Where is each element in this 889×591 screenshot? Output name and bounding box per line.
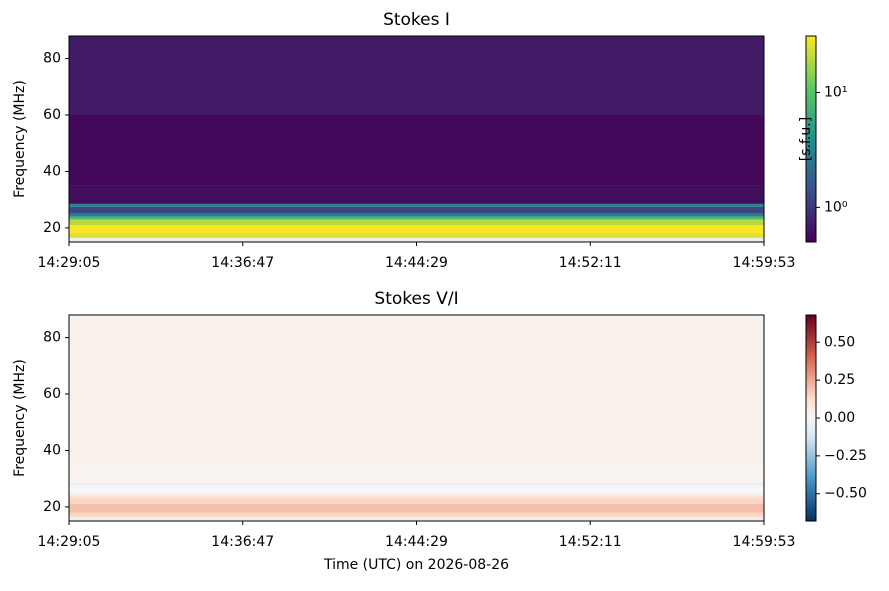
heatmap-band (69, 498, 764, 505)
heatmap-band (69, 237, 764, 242)
heatmap-band (69, 485, 764, 493)
x-tick-label: 14:29:05 (38, 255, 101, 271)
colorbar-tick-label: 10⁰ (824, 199, 848, 215)
colorbar (805, 314, 817, 522)
x-tick-label: 14:52:11 (559, 255, 622, 271)
heatmap-band (69, 512, 764, 517)
heatmap-band (69, 115, 764, 186)
y-tick-label: 20 (43, 499, 61, 515)
y-tick-label: 80 (43, 51, 61, 67)
x-tick-label: 14:59:53 (733, 534, 796, 550)
x-tick-label: 14:29:05 (38, 534, 101, 550)
y-tick-label: 80 (43, 330, 61, 346)
y-tick-label: 40 (43, 442, 61, 458)
heatmap-band (69, 206, 764, 214)
chart-title: Stokes V/I (374, 289, 458, 309)
y-tick-label: 20 (43, 220, 61, 236)
colorbar-label: [s.f.u.] (798, 117, 814, 161)
chart-title: Stokes I (383, 10, 450, 30)
x-tick-label: 14:59:53 (733, 255, 796, 271)
heatmap-band (69, 464, 764, 483)
heatmap-band (69, 492, 764, 496)
colorbar-tick-label: −0.50 (824, 486, 867, 502)
x-tick-label: 14:44:29 (385, 534, 448, 550)
colorbar-tick-label: 0.50 (824, 334, 855, 350)
heatmap-band (69, 225, 764, 234)
y-tick-label: 60 (43, 386, 61, 402)
heatmap-band (69, 213, 764, 217)
colorbar-tick-label: 0.00 (824, 410, 855, 426)
heatmap-band (69, 216, 764, 220)
heatmap-band (69, 233, 764, 238)
colorbar-tick-label: 0.25 (824, 372, 855, 388)
heatmap-band (69, 36, 764, 116)
x-tick-label: 14:36:47 (211, 255, 274, 271)
heatmap-band (69, 394, 764, 465)
heatmap-band (69, 185, 764, 204)
heatmap-band (69, 219, 764, 226)
colorbar (805, 35, 817, 243)
heatmap-band (69, 315, 764, 395)
x-axis-label: Time (UTC) on 2026-08-26 (323, 557, 509, 573)
heatmap-band (69, 504, 764, 513)
x-tick-label: 14:36:47 (211, 534, 274, 550)
y-axis-label: Frequency (MHz) (12, 80, 28, 198)
y-tick-label: 40 (43, 163, 61, 179)
heatmap-band (69, 495, 764, 499)
y-axis-label: Frequency (MHz) (12, 359, 28, 477)
x-tick-label: 14:44:29 (385, 255, 448, 271)
heatmap-band (69, 203, 764, 207)
heatmap-band (69, 482, 764, 486)
x-tick-label: 14:52:11 (559, 534, 622, 550)
colorbar-tick-label: −0.25 (824, 448, 867, 464)
heatmap-band (69, 516, 764, 521)
y-tick-label: 60 (43, 107, 61, 123)
colorbar-tick-label: 10¹ (824, 84, 847, 100)
